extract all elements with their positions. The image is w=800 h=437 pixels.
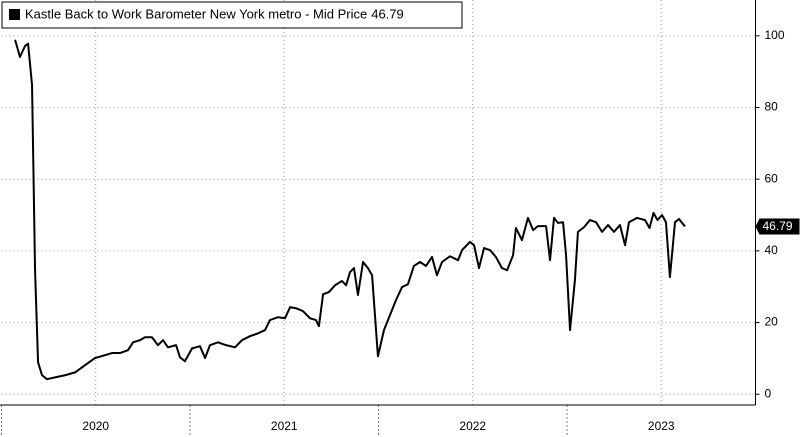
- legend-value: 46.79: [371, 7, 404, 22]
- legend-swatch: [9, 9, 20, 20]
- x-tick-label: 2021: [271, 419, 298, 433]
- legend-name: Kastle Back to Work Barometer New York m…: [25, 7, 367, 22]
- y-tick-label: 40: [765, 243, 779, 257]
- y-tick-label: 0: [765, 386, 772, 400]
- y-tick-label: 20: [765, 315, 779, 329]
- y-tick-label: 60: [765, 171, 779, 185]
- y-tick-label: 100: [765, 28, 785, 42]
- legend-entry: Kastle Back to Work Barometer New York m…: [25, 7, 404, 22]
- x-tick-label: 2022: [459, 419, 486, 433]
- legend: Kastle Back to Work Barometer New York m…: [1, 1, 463, 29]
- x-tick-label: 2023: [648, 419, 675, 433]
- line-series: [14, 39, 686, 381]
- legend-box: [1, 1, 463, 29]
- x-tick-label: 2020: [82, 419, 109, 433]
- last-value-box: [755, 218, 800, 235]
- last-value-label: 46.79: [763, 219, 793, 233]
- y-tick-label: 80: [765, 100, 779, 114]
